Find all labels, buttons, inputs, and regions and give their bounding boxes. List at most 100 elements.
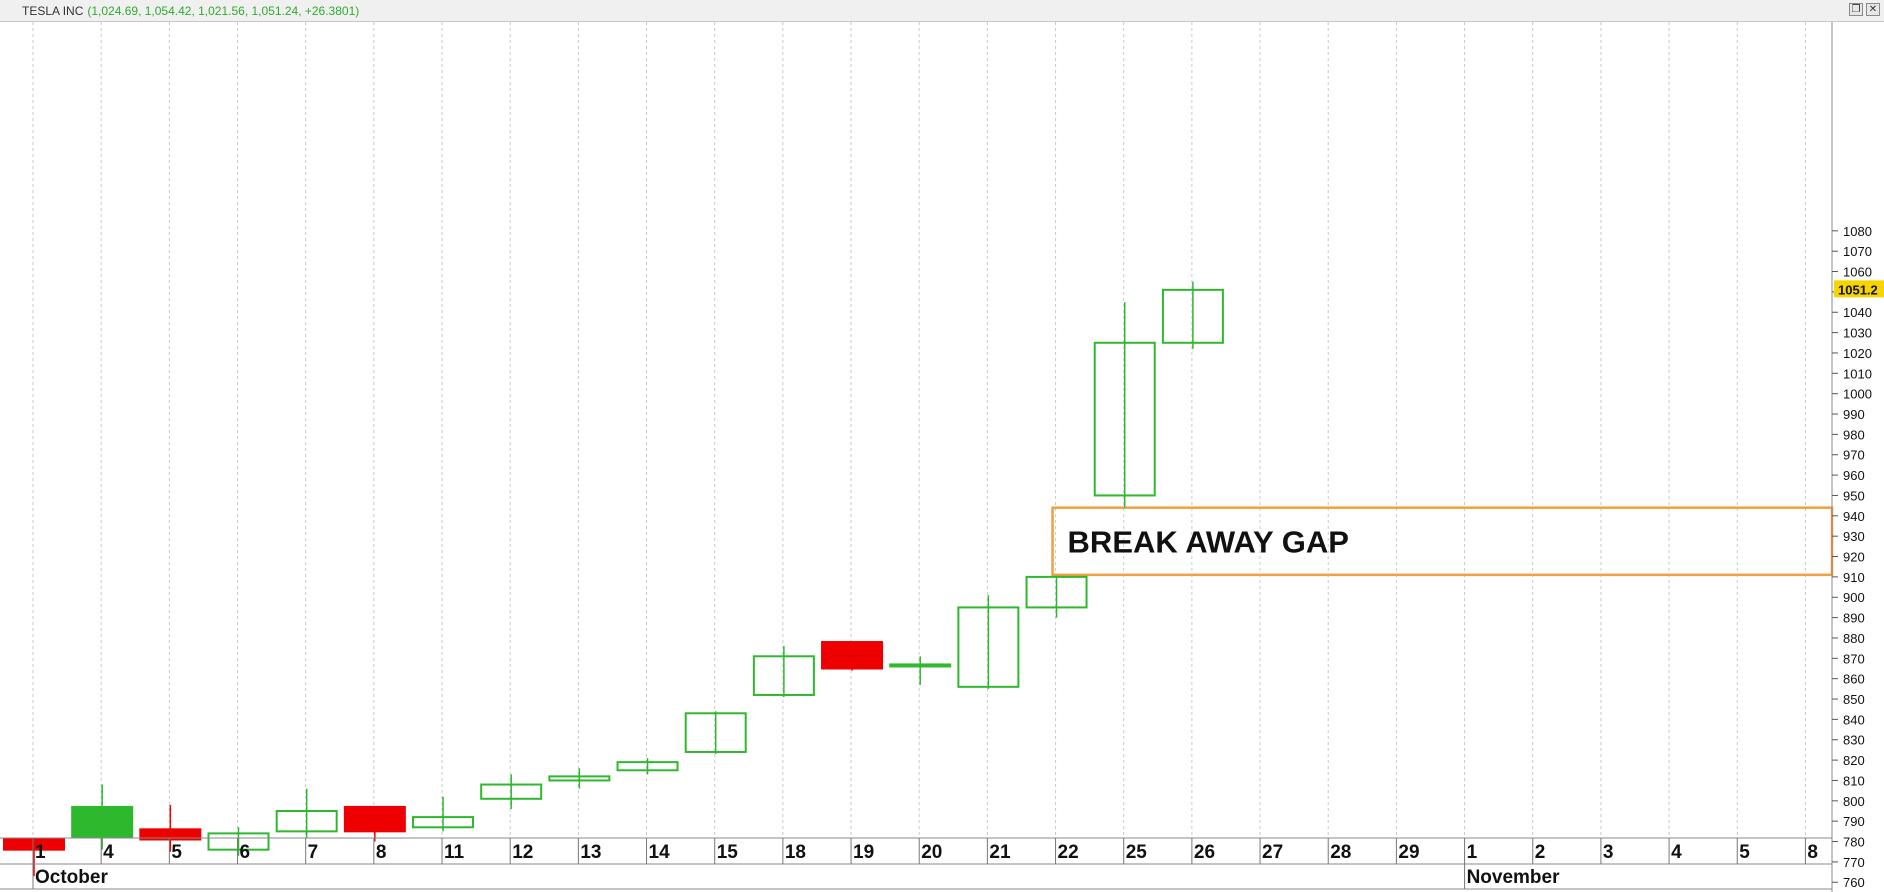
price-tick-label: 780 [1843,835,1865,850]
candle [1025,575,1088,618]
date-tick-label: 15 [717,842,739,863]
date-tick-label: 1 [1467,842,1478,863]
price-tick-label: 810 [1843,773,1865,788]
date-tick-label: 1 [35,842,46,863]
date-tick-label: 5 [171,842,182,863]
price-tick-label: 820 [1843,753,1865,768]
month-label: October [35,867,108,888]
price-tick-label: 790 [1843,814,1865,829]
candle-body [1093,341,1156,497]
candle [957,595,1020,689]
date-tick-label: 14 [649,842,671,863]
candle [684,711,747,754]
candle-body [275,809,338,833]
date-tick-label: 3 [1603,842,1614,863]
date-tick-label: 11 [444,842,465,863]
grid-lines [32,22,1806,838]
price-tick-label: 850 [1843,692,1865,707]
price-tick-label: 800 [1843,794,1865,809]
price-tick-label: 940 [1843,509,1865,524]
price-tick-label: 870 [1843,651,1865,666]
ohlc-readout: (1,024.69, 1,054.42, 1,021.56, 1,051.24,… [87,4,360,18]
candle-body [480,783,543,800]
price-tick-label: 1060 [1843,265,1872,280]
price-tick-label: 880 [1843,631,1865,646]
price-tick-label: 890 [1843,611,1865,626]
candle-body [1025,575,1088,609]
date-tick-label: 4 [103,842,114,863]
candle-body [684,712,747,753]
price-tick-label: 1000 [1843,387,1872,402]
date-tick-label: 2 [1535,842,1546,863]
price-tick-label: 930 [1843,529,1865,544]
price-tick-label: 980 [1843,427,1865,442]
price-tick-label: 840 [1843,712,1865,727]
date-tick-label: 8 [376,842,387,863]
price-tick-label: 1010 [1843,366,1872,381]
candles [3,281,1224,877]
candle-body [752,655,815,696]
symbol-name: TESLA INC [22,4,84,18]
candle [412,796,475,832]
candle-body [889,663,952,668]
candle [139,804,202,852]
candle-body [821,641,884,670]
date-tick-label: 22 [1058,842,1079,863]
candle-body [957,606,1020,688]
date-axis: 1 4 5 6 7 8 11 12 13 14 15 18 19 20 21 22 25 26 27 28 29 1 2 3 4… [0,837,1832,890]
date-tick-label: 27 [1262,842,1283,863]
price-tick-label: 1030 [1843,326,1872,341]
candle [889,656,952,685]
candle [275,788,338,838]
candle [3,837,65,877]
date-tick-label: 19 [853,842,874,863]
price-tick-label: 960 [1843,468,1865,483]
close-icon[interactable]: ✕ [1866,3,1880,16]
date-tick-label: 8 [1807,842,1818,863]
candle [71,784,134,850]
candle [616,758,679,775]
candle [343,805,406,842]
date-tick-label: 21 [989,842,1011,863]
date-tick-label: 29 [1398,842,1419,863]
date-tick-label: 18 [785,842,806,863]
price-tick-label: 770 [1843,855,1865,870]
price-axis: 7507607707807908008108208308408508608708… [1831,22,1884,892]
last-price-tag [1834,280,1884,298]
candle [821,641,884,671]
restore-icon[interactable]: ❐ [1849,3,1863,16]
date-tick-label: 6 [240,842,251,863]
date-tick-label: 4 [1671,842,1682,863]
price-tick-label: 910 [1843,570,1865,585]
plot-area [0,22,1832,840]
candle-body [3,838,65,851]
candle [1161,281,1224,349]
date-tick-label: 28 [1330,842,1351,863]
date-tick-label: 7 [308,842,319,863]
candle-body [1161,288,1224,344]
date-tick-label: 12 [512,842,533,863]
date-tick-label: 13 [580,842,601,863]
candle [752,646,815,697]
price-tick-label: 1040 [1843,305,1872,320]
candle [1093,302,1156,508]
candle-body [343,805,406,833]
price-tick-label: 1070 [1843,244,1872,259]
candle-body [548,775,611,782]
candle [548,768,611,789]
price-tick-label: 1080 [1843,224,1872,239]
date-tick-label: 20 [921,842,942,863]
price-tick-label: 830 [1843,733,1865,748]
candle [480,774,543,809]
price-tick-label: 860 [1843,672,1865,687]
price-tick-label: 1020 [1843,346,1872,361]
price-tick-label: 950 [1843,488,1865,503]
price-tick-label: 900 [1843,590,1865,605]
price-tick-label: 760 [1843,875,1865,890]
candle-body [616,761,679,772]
candle [207,827,270,856]
candle-body [207,832,270,851]
date-tick-label: 25 [1126,842,1148,863]
month-label: November [1467,867,1561,888]
